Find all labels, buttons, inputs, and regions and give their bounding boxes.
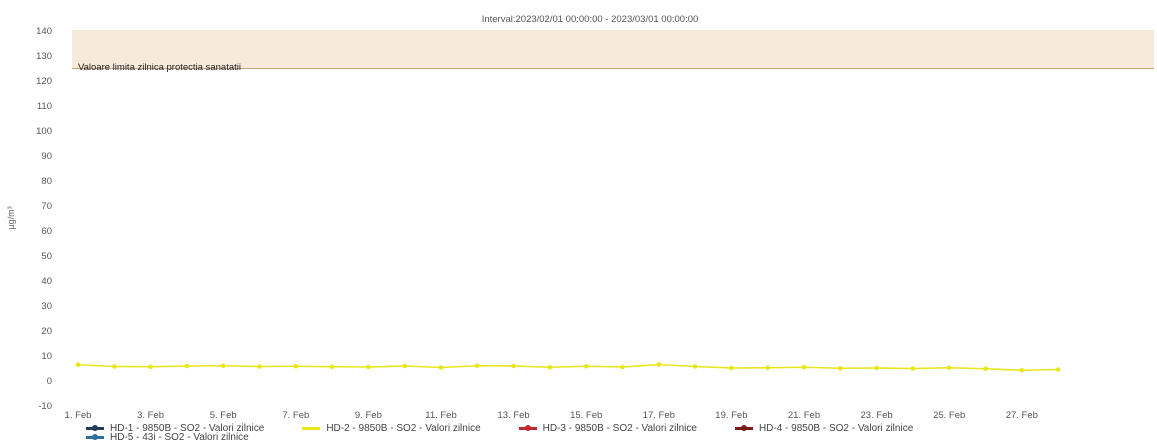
legend-item-hd5[interactable]: HD-5 - 43i - SO2 - Valori zilnice xyxy=(86,432,249,443)
x-tick-label: 13. Feb xyxy=(497,410,529,421)
series-point[interactable] xyxy=(946,365,952,371)
x-tick-label: 1. Feb xyxy=(65,410,92,421)
series-point[interactable] xyxy=(184,363,190,369)
x-tick-label: 11. Feb xyxy=(425,410,457,421)
y-tick-label: 30 xyxy=(41,301,52,312)
y-tick-label: 120 xyxy=(36,76,52,87)
threshold-label: Valoare limita zilnica protectia sanatat… xyxy=(78,62,241,73)
legend-item-hd2[interactable]: HD-2 - 9850B - SO2 - Valori zilnice xyxy=(302,423,481,434)
y-tick-label: 10 xyxy=(41,351,52,362)
x-tick-label: 5. Feb xyxy=(210,410,237,421)
series-layer xyxy=(75,362,1061,373)
series-point[interactable] xyxy=(547,364,553,370)
series-point[interactable] xyxy=(983,366,988,372)
x-tick-label: 25. Feb xyxy=(933,410,965,421)
series-point[interactable] xyxy=(765,365,770,371)
y-tick-label: 40 xyxy=(41,276,52,287)
y-tick-label: 70 xyxy=(41,201,52,212)
legend-swatch-hd2 xyxy=(302,427,321,430)
series-line xyxy=(77,363,1059,372)
x-tick-label: 17. Feb xyxy=(643,410,675,421)
x-tick-label: 23. Feb xyxy=(860,410,892,421)
series-point[interactable] xyxy=(402,363,408,369)
y-tick-label: 130 xyxy=(36,51,52,62)
legend-swatch-hd5 xyxy=(86,434,104,440)
series-point[interactable] xyxy=(511,363,516,369)
series-point[interactable] xyxy=(475,363,480,369)
legend-swatch-hd1 xyxy=(86,425,104,431)
legend-label-hd4: HD-4 - 9850B - SO2 - Valori zilnice xyxy=(758,423,914,434)
x-tick-label: 9. Feb xyxy=(355,410,382,421)
x-tick-label: 27. Feb xyxy=(1006,410,1038,421)
y-tick-label: 20 xyxy=(41,326,52,337)
series-point[interactable] xyxy=(1055,367,1061,372)
y-tick-label: 50 xyxy=(41,251,52,262)
legend-item-hd3[interactable]: HD-3 - 9850B - SO2 - Valori zilnice xyxy=(518,423,697,434)
legend: HD-1 - 9850B - SO2 - Valori zilnice HD-2… xyxy=(86,423,1146,443)
chart-title: Interval:2023/02/01 00:00:00 - 2023/03/0… xyxy=(482,14,699,25)
x-tick-label: 7. Feb xyxy=(282,410,309,421)
series-point[interactable] xyxy=(910,366,916,371)
series-point[interactable] xyxy=(874,365,879,371)
series-point[interactable] xyxy=(801,364,807,370)
y-tick-label: 140 xyxy=(36,26,52,37)
legend-swatch-hd3 xyxy=(518,425,537,431)
series-point[interactable] xyxy=(293,363,299,369)
series-point[interactable] xyxy=(75,362,81,368)
y-tick-label: 0 xyxy=(47,376,52,387)
y-tick-label: -10 xyxy=(38,401,52,412)
y-tick-label: 90 xyxy=(41,151,52,162)
series-point[interactable] xyxy=(220,363,226,369)
series-point[interactable] xyxy=(148,364,153,370)
series-point[interactable] xyxy=(438,365,444,370)
legend-swatch-hd4 xyxy=(734,425,753,431)
series-point[interactable] xyxy=(257,364,262,369)
series-point[interactable] xyxy=(1019,367,1025,373)
y-axis-label: µg/m³ xyxy=(6,206,16,229)
series-point[interactable] xyxy=(692,364,698,369)
series-point[interactable] xyxy=(656,362,662,367)
series-point[interactable] xyxy=(366,364,371,370)
series-point[interactable] xyxy=(620,364,625,370)
series-point[interactable] xyxy=(729,365,734,371)
y-tick-label: 80 xyxy=(41,176,52,187)
legend-row-1: HD-1 - 9850B - SO2 - Valori zilnice HD-2… xyxy=(86,423,1146,434)
y-tick-label: 110 xyxy=(37,101,52,112)
x-tick-label: 15. Feb xyxy=(570,410,602,421)
series-point[interactable] xyxy=(329,364,335,370)
threshold-band xyxy=(72,30,1154,68)
x-tick-label: 19. Feb xyxy=(715,410,747,421)
x-tick-label: 21. Feb xyxy=(788,410,820,421)
legend-label-hd5: HD-5 - 43i - SO2 - Valori zilnice xyxy=(110,432,249,443)
legend-item-hd4[interactable]: HD-4 - 9850B - SO2 - Valori zilnice xyxy=(734,423,914,434)
legend-label-hd2: HD-2 - 9850B - SO2 - Valori zilnice xyxy=(326,423,481,434)
legend-label-hd3: HD-3 - 9850B - SO2 - Valori zilnice xyxy=(542,423,697,434)
legend-item-hd1[interactable]: HD-1 - 9850B - SO2 - Valori zilnice xyxy=(86,423,265,434)
legend-label-hd1: HD-1 - 9850B - SO2 - Valori zilnice xyxy=(110,423,265,434)
series-point[interactable] xyxy=(838,365,843,371)
y-tick-label: 100 xyxy=(36,126,52,137)
series-point[interactable] xyxy=(583,363,589,369)
x-axis-ticks: 1. Feb 3. Feb 5. Feb 7. Feb 9. Feb 11. Feb 13.… xyxy=(65,410,1038,421)
y-tick-label: 60 xyxy=(41,226,52,237)
series-point[interactable] xyxy=(112,364,117,369)
x-tick-label: 3. Feb xyxy=(137,410,164,421)
legend-row-2: HD-5 - 43i - SO2 - Valori zilnice xyxy=(86,432,1146,443)
